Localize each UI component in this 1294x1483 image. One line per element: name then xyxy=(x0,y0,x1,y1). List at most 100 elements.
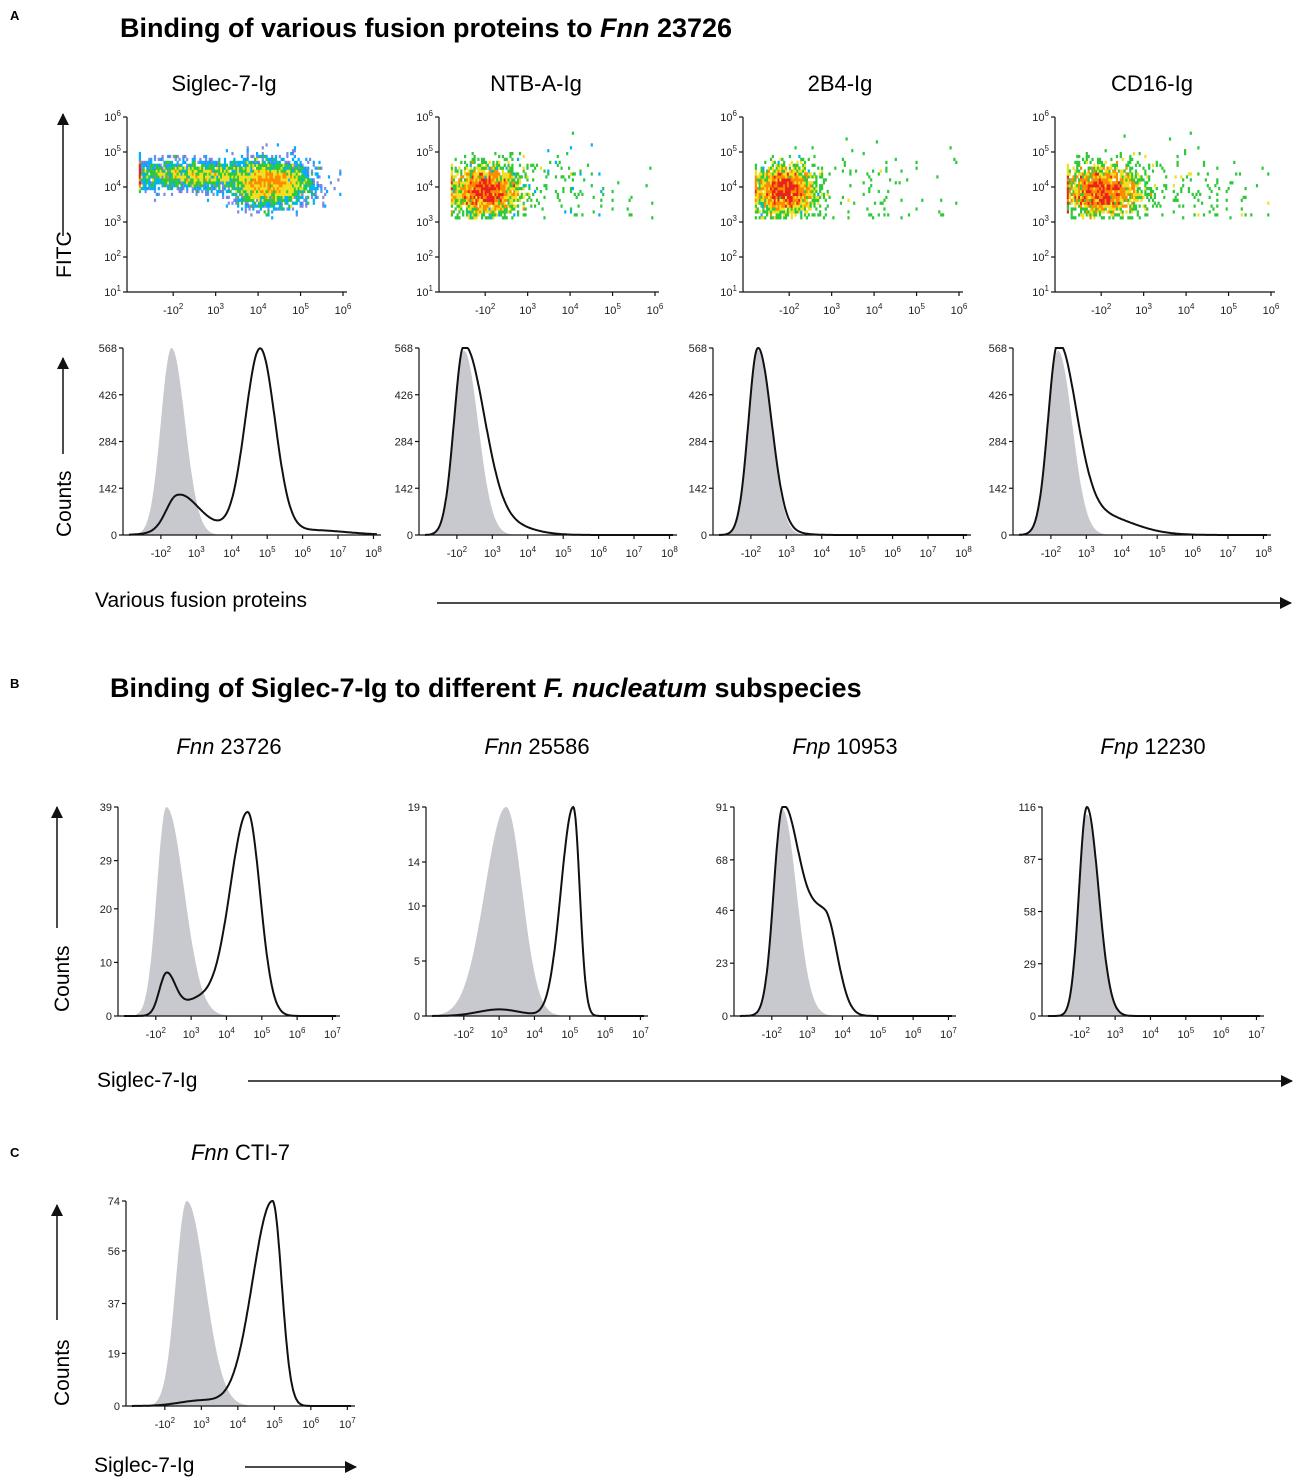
density-cell xyxy=(293,175,296,179)
density-cell xyxy=(517,210,520,214)
panel-c-y-axis-label: Counts xyxy=(51,1339,74,1406)
density-cell xyxy=(233,198,236,202)
density-cell xyxy=(769,189,773,194)
density-cell xyxy=(240,192,244,197)
density-cell xyxy=(792,172,795,176)
density-cell xyxy=(265,157,268,162)
density-cell xyxy=(1129,154,1132,159)
density-cell xyxy=(240,189,244,194)
density-cell xyxy=(768,201,771,205)
density-cell xyxy=(817,213,820,217)
hist-b-3-control-histogram xyxy=(740,809,952,1016)
density-cell xyxy=(1097,187,1100,191)
density-cell xyxy=(273,204,276,208)
density-cell xyxy=(754,216,757,220)
density-cell xyxy=(464,201,467,205)
density-cell xyxy=(223,169,227,173)
density-cell xyxy=(193,163,196,167)
density-cell xyxy=(815,198,818,202)
density-cell xyxy=(1081,198,1085,202)
density-cell xyxy=(482,189,486,194)
density-cell xyxy=(754,184,757,188)
density-cell xyxy=(843,160,846,165)
density-cell xyxy=(785,210,788,214)
density-cell xyxy=(498,213,501,217)
density-cell xyxy=(191,181,194,185)
density-cell xyxy=(800,198,803,202)
density-cell xyxy=(1102,187,1105,191)
density-cell xyxy=(465,163,469,167)
density-cell xyxy=(269,204,272,208)
density-cell xyxy=(488,187,491,191)
density-cell xyxy=(794,166,797,170)
density-cell xyxy=(509,207,512,211)
density-cell xyxy=(235,184,238,188)
density-cell xyxy=(1108,169,1111,173)
density-cell xyxy=(1244,187,1247,191)
density-cell xyxy=(481,169,484,173)
density-cell xyxy=(191,163,194,167)
density-cell xyxy=(790,210,793,214)
density-cell xyxy=(233,172,236,176)
density-cell xyxy=(222,169,225,173)
density-cell xyxy=(220,181,223,185)
density-cell xyxy=(295,192,298,197)
density-cell xyxy=(803,213,807,217)
density-cell xyxy=(1078,198,1081,202)
density-cell xyxy=(788,154,791,159)
density-cell xyxy=(796,178,799,182)
density-cell xyxy=(261,152,264,156)
density-cell xyxy=(307,169,310,173)
density-cell xyxy=(191,184,194,188)
density-cell xyxy=(526,166,529,170)
density-cell xyxy=(1136,187,1139,191)
y-tick-label: 568 xyxy=(99,343,117,355)
density-cell xyxy=(473,210,476,214)
density-cell xyxy=(454,207,457,211)
density-cell xyxy=(1136,213,1139,217)
density-cell xyxy=(482,175,486,179)
density-cell xyxy=(280,192,283,197)
density-cell xyxy=(1127,160,1130,165)
density-cell xyxy=(815,187,818,191)
density-cell xyxy=(507,169,510,173)
density-cell xyxy=(259,154,262,159)
density-cell xyxy=(520,192,523,197)
density-cell xyxy=(760,175,763,179)
density-cell xyxy=(252,195,255,200)
density-cell xyxy=(182,160,185,165)
density-cell xyxy=(811,184,814,188)
density-cell xyxy=(779,169,782,173)
density-cell xyxy=(475,178,478,182)
density-cell xyxy=(1125,192,1128,197)
density-cell xyxy=(481,195,484,200)
density-cell xyxy=(509,192,512,197)
density-cell xyxy=(802,201,805,205)
density-cell xyxy=(511,178,514,182)
density-cell xyxy=(290,152,293,156)
x-tick-label: 107 xyxy=(339,1416,356,1431)
density-cell xyxy=(507,189,510,194)
density-cell xyxy=(222,184,225,188)
density-cell xyxy=(783,169,786,173)
density-cell xyxy=(1138,152,1141,156)
density-cell xyxy=(220,178,223,182)
density-cell xyxy=(235,175,238,179)
density-cell xyxy=(205,175,208,179)
density-cell xyxy=(1068,184,1071,188)
density-cell xyxy=(248,192,251,197)
density-cell xyxy=(1098,201,1102,205)
density-cell xyxy=(803,169,807,173)
density-cell xyxy=(779,192,782,197)
density-cell xyxy=(796,192,799,197)
panel-a-x-axis-label: Various fusion proteins xyxy=(95,589,307,612)
density-cell xyxy=(452,181,455,185)
density-cell xyxy=(153,187,157,191)
density-cell xyxy=(242,198,245,202)
density-cell xyxy=(1119,181,1122,185)
density-cell xyxy=(522,187,525,191)
density-cell xyxy=(187,178,191,182)
density-cell xyxy=(509,201,512,205)
density-cell xyxy=(900,216,903,220)
density-cell xyxy=(1085,181,1088,185)
